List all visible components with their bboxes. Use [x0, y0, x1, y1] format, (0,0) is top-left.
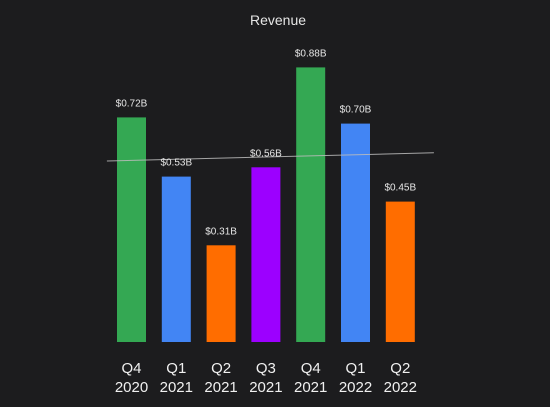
bars-group	[117, 67, 415, 343]
x-tick-label-3: Q3 2021	[249, 360, 282, 396]
x-tick-label-0: Q4 2020	[115, 360, 148, 396]
bar-6	[385, 201, 415, 342]
x-tick-quarter: Q3	[256, 360, 276, 377]
x-tick-label-2: Q2 2021	[204, 360, 237, 396]
data-label-1: $0.53B	[160, 158, 192, 169]
x-tick-label-5: Q1 2022	[339, 360, 372, 396]
data-label-2: $0.31B	[205, 226, 237, 237]
bar-4	[296, 67, 326, 343]
x-tick-year: 2020	[115, 379, 148, 396]
trend-line	[106, 152, 434, 162]
x-tick-year: 2022	[339, 379, 372, 396]
x-tick-quarter: Q4	[121, 360, 141, 377]
x-tick-year: 2021	[249, 379, 282, 396]
data-label-4: $0.88B	[295, 48, 327, 59]
data-label-6: $0.45B	[384, 183, 416, 194]
x-tick-year: 2021	[204, 379, 237, 396]
x-tick-quarter: Q2	[211, 360, 231, 377]
x-tick-label-4: Q4 2021	[294, 360, 327, 396]
x-axis-tick-labels: Q4 2020 Q1 2021 Q2 2021 Q3 2021 Q4 2021 Q1 2022 Q2 20…	[115, 360, 417, 396]
x-tick-label-6: Q2 2022	[384, 360, 417, 396]
bar-2	[206, 245, 236, 342]
x-tick-quarter: Q2	[390, 360, 410, 377]
data-labels-group: $0.72B $0.53B $0.31B $0.56B $0.88B $0.70B $0.4…	[116, 48, 417, 237]
data-label-5: $0.70B	[340, 105, 372, 116]
x-tick-quarter: Q1	[345, 360, 365, 377]
x-tick-year: 2021	[294, 379, 327, 396]
data-label-3: $0.56B	[250, 148, 282, 159]
x-tick-year: 2022	[384, 379, 417, 396]
bar-1	[161, 176, 191, 342]
data-label-0: $0.72B	[116, 98, 148, 109]
x-tick-quarter: Q4	[301, 360, 321, 377]
bar-0	[117, 117, 146, 343]
x-tick-label-1: Q1 2021	[160, 360, 193, 396]
x-tick-year: 2021	[160, 379, 193, 396]
bar-3	[251, 167, 281, 342]
x-tick-quarter: Q1	[166, 360, 186, 377]
bar-5	[341, 123, 370, 342]
chart-title: Revenue	[250, 12, 306, 28]
